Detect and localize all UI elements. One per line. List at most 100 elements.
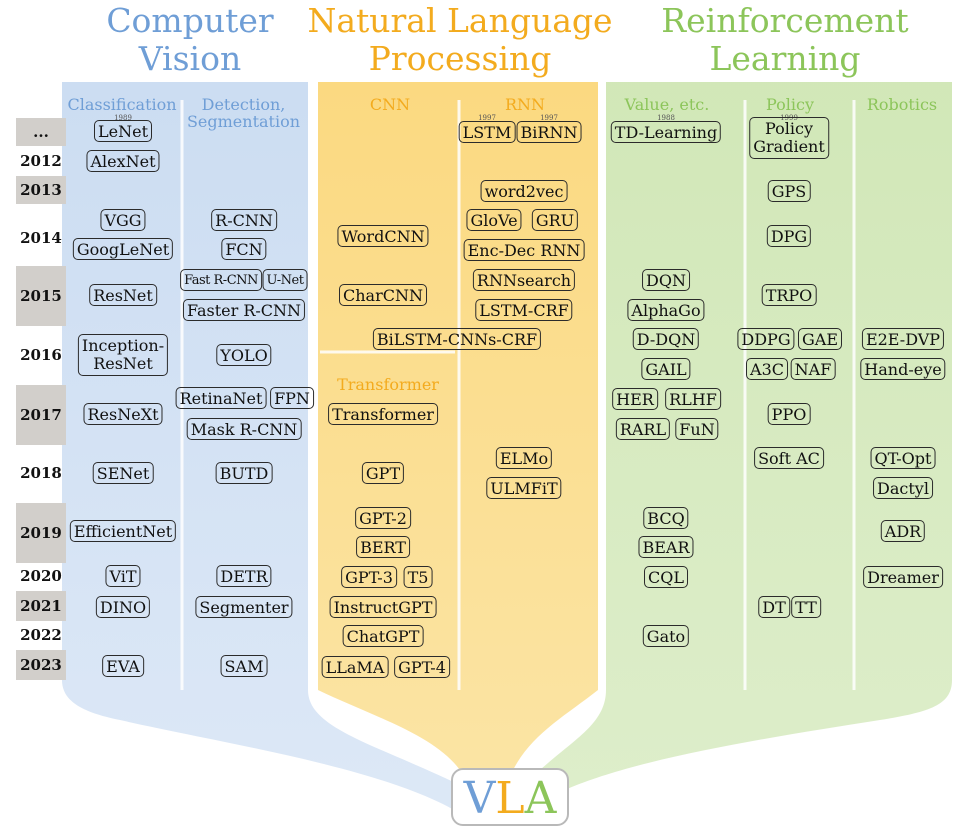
model-cql: CQL — [644, 566, 688, 588]
nlp-header: Natural Language Processing — [300, 2, 620, 78]
model-gpt4: GPT-4 — [394, 656, 450, 678]
model-vgg: VGG — [100, 209, 146, 231]
model-gpt3: GPT-3 — [341, 566, 397, 588]
model-faster-rcnn: Faster R-CNN — [182, 299, 306, 321]
vla-box: VLA — [451, 768, 569, 826]
model-butd: BUTD — [215, 462, 273, 484]
model-dreamer: Dreamer — [863, 566, 943, 588]
model-resnext: ResNeXt — [83, 403, 163, 425]
model-segmenter: Segmenter — [195, 596, 293, 618]
year-label: 2022 — [20, 626, 62, 644]
model-retinanet: RetinaNet — [175, 387, 267, 409]
model-bert: BERT — [356, 536, 410, 558]
model-word2vec: word2vec — [480, 180, 568, 202]
model-bilstm-cnns-crf: BiLSTM-CNNs-CRF — [372, 328, 542, 350]
model-gpt2: GPT-2 — [355, 507, 411, 529]
nlp-header-line2: Processing — [368, 39, 552, 78]
model-transformer: Transformer — [328, 403, 438, 425]
subheader-transformer: Transformer — [337, 375, 439, 394]
model-birnn: BiRNN — [516, 121, 582, 143]
model-lenet: LeNet — [94, 120, 152, 142]
year-note-pg: 1999 — [780, 114, 798, 122]
cv-header-line1: Computer — [106, 1, 274, 40]
model-adr: ADR — [880, 520, 926, 542]
model-td-learning: TD-Learning — [610, 121, 722, 143]
model-rcnn: R-CNN — [211, 209, 277, 231]
model-rnnsearch: RNNsearch — [472, 269, 576, 291]
model-dpg: DPG — [766, 225, 812, 247]
model-ppo: PPO — [767, 403, 811, 425]
model-rlhf: RLHF — [665, 388, 721, 410]
model-hand-eye: Hand-eye — [860, 358, 946, 380]
model-policy-gradient: Policy Gradient — [749, 117, 829, 159]
year-label: 2014 — [20, 229, 62, 247]
model-gru: GRU — [531, 209, 579, 231]
model-inception-resnet-line2: ResNet — [93, 354, 153, 373]
model-inception-resnet: Inception- ResNet — [77, 334, 169, 376]
model-rarl: RARL — [615, 418, 671, 440]
year-note-birnn: 1997 — [540, 114, 558, 122]
year-label: 2015 — [20, 287, 62, 305]
rl-band — [520, 82, 952, 820]
model-fcn: FCN — [221, 238, 267, 260]
model-tt: TT — [791, 596, 821, 618]
model-gato: Gato — [642, 625, 690, 647]
model-lstm-crf: LSTM-CRF — [475, 299, 573, 321]
model-detr: DETR — [216, 565, 272, 587]
rl-header: Reinforcement Learning — [640, 2, 930, 78]
model-alexnet: AlexNet — [86, 150, 160, 172]
nlp-header-line1: Natural Language — [307, 1, 613, 40]
cv-header: Computer Vision — [95, 2, 285, 78]
model-ddpg: DDPG — [737, 328, 795, 350]
vla-letter-l: L — [495, 773, 525, 824]
subheader-robotics: Robotics — [866, 95, 938, 114]
year-column-shading — [16, 118, 66, 680]
model-vit: ViT — [105, 565, 141, 587]
model-t5: T5 — [403, 566, 433, 588]
model-alphago: AlphaGo — [627, 299, 705, 321]
model-her: HER — [612, 388, 658, 410]
year-label: ... — [33, 123, 49, 141]
model-fast-rcnn: Fast R-CNN — [180, 269, 262, 291]
model-policy-gradient-line2: Gradient — [753, 137, 825, 156]
subheader-value: Value, etc. — [624, 95, 710, 114]
rl-header-line1: Reinforcement — [661, 1, 909, 40]
year-label: 2013 — [20, 181, 62, 199]
year-label: 2017 — [20, 406, 62, 424]
model-e2e-dvp: E2E-DVP — [861, 328, 945, 350]
cv-band — [62, 82, 470, 820]
model-yolo: YOLO — [216, 344, 272, 366]
year-label: 2016 — [20, 346, 62, 364]
model-gps: GPS — [767, 180, 811, 202]
model-dqn: DQN — [642, 269, 690, 291]
model-policy-gradient-line1: Policy — [765, 119, 813, 138]
model-gail: GAIL — [641, 358, 691, 380]
model-wordcnn: WordCNN — [337, 225, 429, 247]
model-sam: SAM — [220, 655, 268, 677]
year-note-lstm: 1997 — [478, 114, 496, 122]
model-unet: U-Net — [262, 269, 308, 291]
model-eva: EVA — [102, 655, 144, 677]
model-qt-opt: QT-Opt — [870, 447, 936, 469]
subheader-detection: Detection, Segmentation — [186, 96, 301, 130]
subheader-detection-line1: Detection, — [201, 95, 286, 114]
model-d-dqn: D-DQN — [632, 328, 700, 350]
year-label: 2023 — [20, 656, 62, 674]
year-label: 2021 — [20, 597, 62, 615]
model-googlenet: GoogLeNet — [72, 238, 174, 260]
model-elmo: ELMo — [495, 447, 553, 469]
rl-header-line2: Learning — [709, 39, 861, 78]
model-efficientnet: EfficientNet — [69, 520, 177, 542]
model-ulmfit: ULMFiT — [486, 477, 562, 499]
year-note-td: 1988 — [657, 114, 675, 122]
model-a3c: A3C — [746, 358, 788, 380]
column-separators — [180, 100, 856, 690]
model-instructgpt: InstructGPT — [329, 596, 437, 618]
vla-letter-a: A — [524, 773, 557, 824]
model-fun: FuN — [675, 418, 719, 440]
subheader-detection-line2: Segmentation — [186, 112, 301, 131]
model-mask-rcnn: Mask R-CNN — [186, 418, 302, 440]
subheader-cnn: CNN — [369, 95, 411, 114]
model-gae: GAE — [797, 328, 843, 350]
